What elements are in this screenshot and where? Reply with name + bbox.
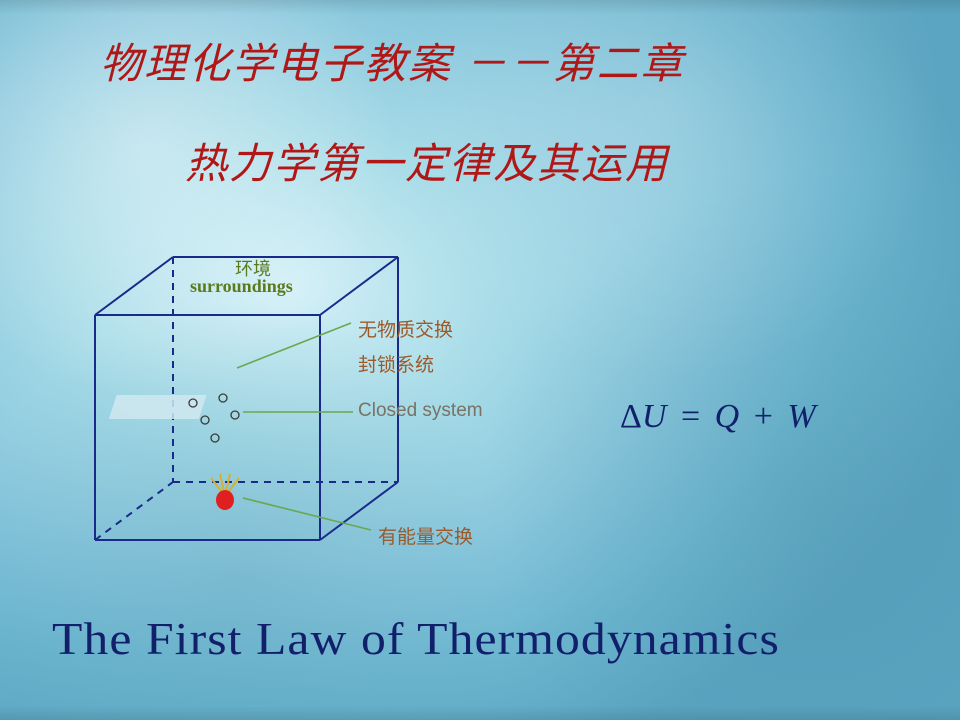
equation-first-law: ΔU = Q + W (620, 398, 816, 436)
slide-title-main: 物理化学电子教案 －－第二章 (100, 30, 685, 91)
equation-plus: + (748, 398, 779, 435)
label-closed-system-en: Closed system (358, 400, 483, 422)
label-surroundings-en: surroundings (190, 276, 293, 297)
label-closed-system-cn: 封锁系统 (358, 350, 434, 377)
equation-U: U (642, 398, 667, 435)
equation-W: W (787, 398, 815, 435)
bottom-english-title: The First Law of Thermodynamics (52, 612, 780, 665)
slide-title-sub: 热力学第一定律及其运用 (185, 130, 669, 191)
equation-delta: Δ (620, 398, 642, 435)
equation-Q: Q (715, 398, 740, 435)
label-no-matter-exchange: 无物质交换 (358, 315, 453, 342)
label-energy-exchange: 有能量交换 (378, 522, 473, 549)
equation-equals: = (675, 398, 706, 435)
